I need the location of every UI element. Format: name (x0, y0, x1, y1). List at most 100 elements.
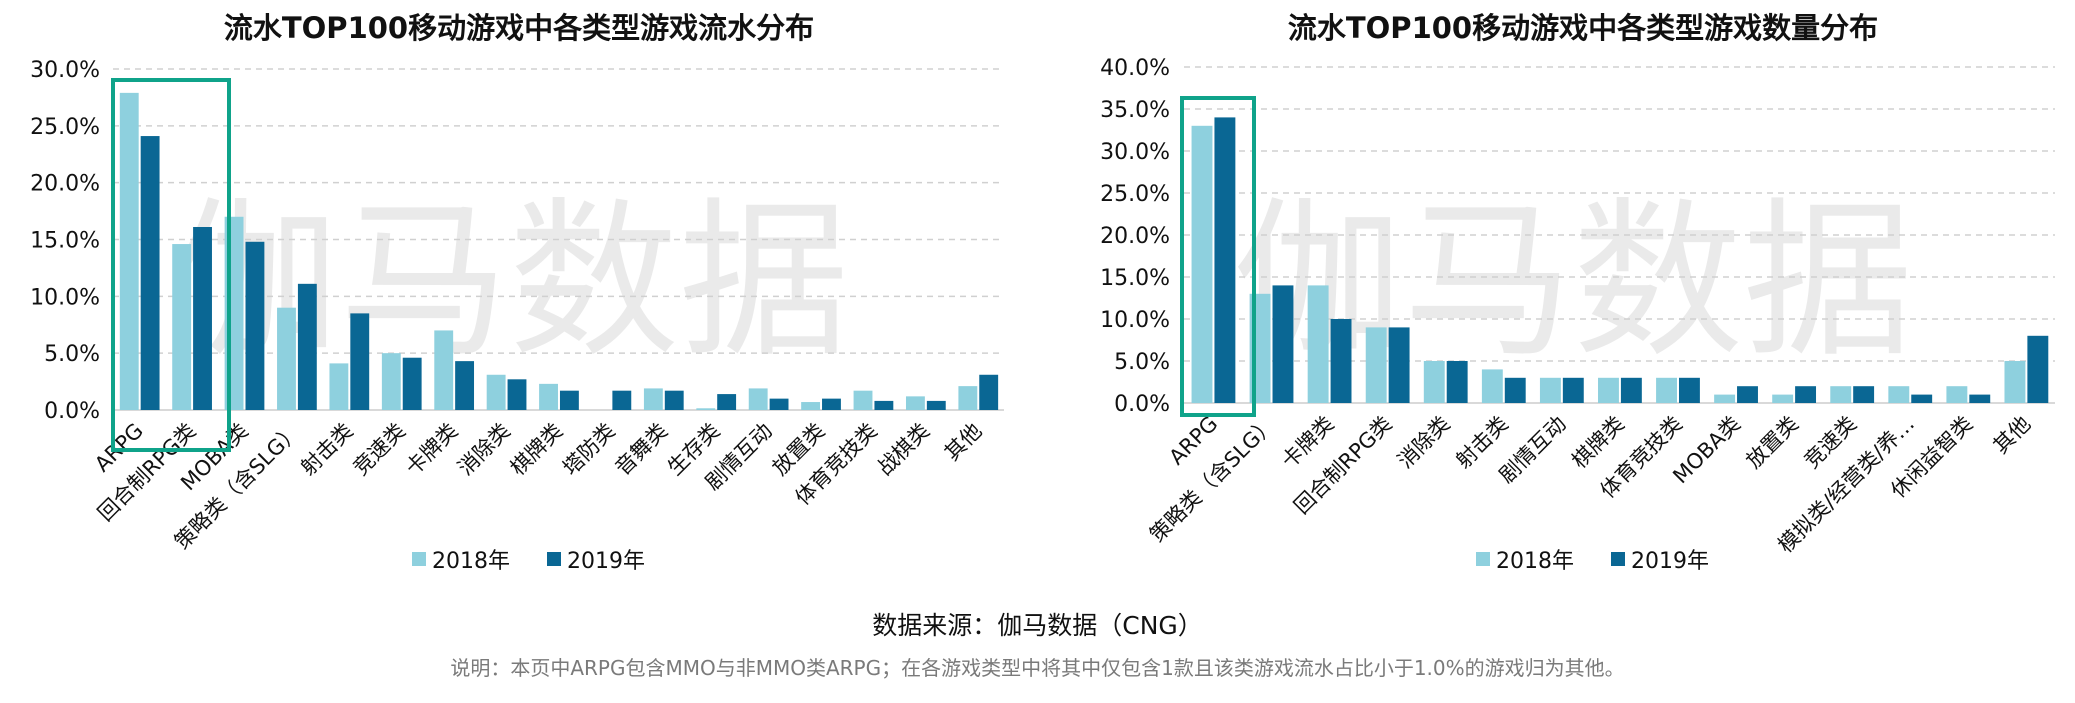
bar-2018年-消除类 (486, 374, 506, 410)
bar-2019年-MOBA类 (1737, 386, 1758, 403)
bar-2018年-休闲益智类 (1946, 386, 1968, 403)
bar-2019年-剧情互动 (769, 398, 789, 410)
bar-2018年-战棋类 (905, 396, 925, 410)
x-tick-label: 放置类 (1742, 412, 1804, 474)
bar-2019年-卡牌类 (455, 361, 475, 410)
bar-2018年-射击类 (329, 363, 349, 410)
x-tick-label: 棋牌类 (506, 419, 568, 481)
bar-2019年-棋牌类 (1620, 377, 1642, 403)
x-tick-label: 其他 (1989, 412, 2036, 459)
bar-2019年-塔防类 (612, 390, 632, 410)
bar-2019年-生存类 (717, 394, 737, 410)
y-tick-label: 20.0% (30, 172, 100, 197)
bar-2019年-MOBA类 (245, 241, 265, 410)
x-tick-label: 消除类 (1393, 412, 1455, 474)
bar-2018年-回合制RPG类 (1365, 327, 1387, 403)
bar-2018年-放置类 (1772, 394, 1794, 403)
y-tick-label: 10.0% (30, 285, 100, 310)
bar-2018年-音舞类 (643, 388, 663, 410)
bar-2019年-消除类 (507, 379, 527, 410)
y-tick-label: 5.0% (1114, 350, 1170, 375)
bar-2018年-消除类 (1423, 361, 1445, 403)
bar-2019年-回合制RPG类 (193, 226, 212, 410)
bar-2019年-竞速类 (1853, 386, 1875, 403)
bar-2018年-ARPG (1191, 125, 1213, 404)
x-tick-label: 音舞类 (611, 419, 673, 481)
bar-2018年-策略类（含SLG） (277, 307, 296, 410)
y-tick-label: 25.0% (1100, 182, 1170, 207)
y-tick-label: 20.0% (1100, 224, 1170, 249)
y-tick-label: 30.0% (30, 58, 100, 83)
chart-title: 流水TOP100移动游戏中各类型游戏数量分布 (1288, 11, 1878, 45)
footnote: 说明：本页中ARPG包含MMO与非MMO类ARPG；在各游戏类型中将其中仅包含1… (450, 656, 1625, 680)
bar-2019年-射击类 (1504, 377, 1526, 403)
legend-swatch (1611, 552, 1625, 566)
chart-1: 伽马数据 流水TOP100移动游戏中各类型游戏流水分布 0.0% 5.0% 10.0% 1… (30, 11, 1004, 574)
x-tick-label: 塔防类 (558, 419, 620, 481)
bar-2018年-MOBA类 (1714, 394, 1736, 403)
legend-swatch (1476, 552, 1490, 566)
bar-2018年-其他 (2004, 361, 2026, 403)
x-tick-label: 卡牌类 (401, 419, 463, 481)
bar-2019年-ARPG (1214, 117, 1236, 404)
y-tick-label: 15.0% (1100, 266, 1170, 291)
bar-2018年-生存类 (696, 408, 716, 410)
bar-2019年-休闲益智类 (1969, 394, 1991, 403)
bar-2019年-棋牌类 (559, 390, 579, 410)
highlight-box (1180, 96, 1256, 417)
bar-2019年-射击类 (350, 313, 370, 410)
y-tick-label: 0.0% (1114, 392, 1170, 417)
bar-2018年-剧情互动 (1539, 377, 1561, 403)
highlight-box (111, 78, 231, 452)
bar-2019年-回合制RPG类 (1388, 327, 1410, 403)
bar-2018年-放置类 (801, 402, 821, 410)
x-tick-label: 消除类 (453, 419, 515, 481)
data-source: 数据来源：伽马数据（CNG） (872, 611, 1203, 640)
bar-2018年-棋牌类 (1598, 377, 1619, 403)
chart-title: 流水TOP100移动游戏中各类型游戏流水分布 (224, 11, 814, 45)
bar-2018年-竞速类 (381, 353, 401, 410)
y-tick-label: 35.0% (1100, 98, 1170, 123)
bar-2018年-体育竞技类 (1656, 377, 1677, 403)
y-tick-label: 30.0% (1100, 140, 1170, 165)
bar-2018年-竞速类 (1830, 386, 1852, 403)
bar-2018年-体育竞技类 (853, 390, 873, 410)
legend-label: 2018年 (1496, 549, 1574, 574)
bar-2019年-模拟类/经营类/养… (1911, 394, 1933, 403)
bar-2019年-策略类（含SLG） (1272, 285, 1294, 403)
y-tick-label: 0.0% (44, 399, 100, 424)
bar-2019年-体育竞技类 (1678, 377, 1700, 403)
bar-2018年-棋牌类 (539, 383, 558, 410)
bar-2019年-ARPG (140, 136, 160, 410)
x-tick-label: 其他 (940, 419, 987, 466)
bar-2018年-模拟类/经营类/养… (1888, 386, 1910, 403)
bar-2019年-放置类 (822, 398, 841, 410)
bar-2019年-策略类（含SLG） (297, 283, 317, 410)
bar-2019年-其他 (979, 374, 999, 410)
bar-2019年-消除类 (1446, 361, 1468, 403)
bar-2018年-射击类 (1481, 369, 1503, 403)
bar-2018年-其他 (958, 386, 978, 410)
legend-label: 2019年 (567, 549, 645, 574)
legend-swatch (547, 552, 561, 566)
legend-label: 2019年 (1631, 549, 1709, 574)
bar-2018年-卡牌类 (434, 330, 454, 410)
x-tick-label: 射击类 (296, 419, 358, 481)
y-tick-label: 10.0% (1100, 308, 1170, 333)
y-tick-label: 40.0% (1100, 56, 1170, 81)
bar-2019年-战棋类 (926, 400, 946, 410)
bar-2019年-放置类 (1795, 386, 1817, 403)
legend-label: 2018年 (432, 549, 510, 574)
bar-2018年-剧情互动 (748, 388, 768, 410)
bar-2018年-回合制RPG类 (172, 244, 192, 410)
bar-2019年-其他 (2027, 335, 2049, 403)
y-tick-label: 25.0% (30, 115, 100, 140)
chart-2: 伽马数据流水TOP100移动游戏中各类型游戏数量分布0.0%5.0%10.0%1… (1100, 11, 2055, 574)
legend-swatch (412, 552, 426, 566)
bar-2019年-卡牌类 (1330, 319, 1352, 403)
bar-2019年-剧情互动 (1562, 377, 1584, 403)
bar-2019年-竞速类 (402, 357, 422, 410)
y-tick-label: 15.0% (30, 229, 100, 254)
bar-2018年-ARPG (119, 92, 139, 411)
